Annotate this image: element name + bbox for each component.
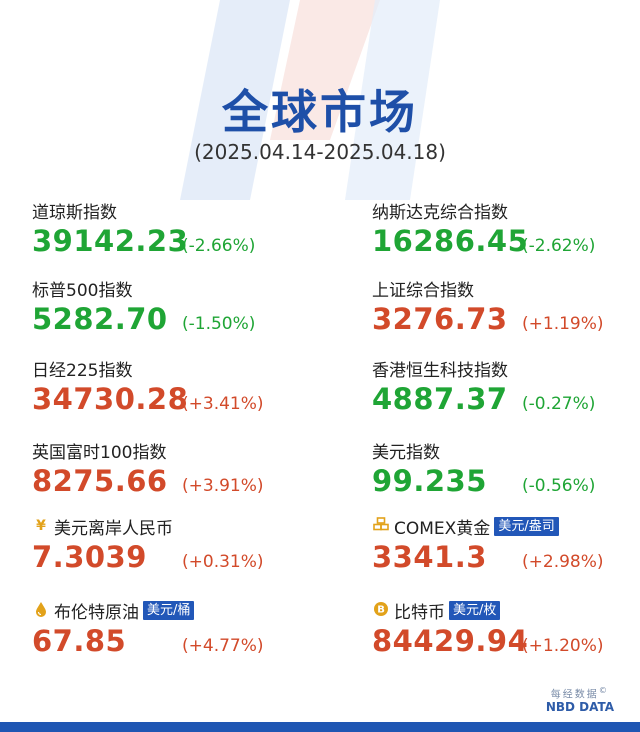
market-name: 日经225指数 — [32, 360, 133, 381]
market-change: (+3.91%) — [182, 476, 264, 496]
market-change: (-2.62%) — [522, 236, 596, 256]
market-name: COMEX黄金 — [394, 518, 491, 539]
page-title: 全球市场 — [222, 85, 418, 139]
market-change: (+2.98%) — [522, 552, 604, 572]
market-value: 99.235 — [372, 464, 487, 498]
date-range: (2025.04.14-2025.04.18) — [194, 140, 446, 164]
market-card-nikkei225: 日经225指数 34730.28 (+3.41%) — [32, 356, 322, 436]
market-card-bitcoin: B 比特币 美元/枚 84429.94 (+1.20%) — [372, 598, 640, 678]
oil-drop-icon — [32, 601, 50, 619]
market-card-hang-seng-tech: 香港恒生科技指数 4887.37 (-0.27%) — [372, 356, 640, 436]
market-name: 香港恒生科技指数 — [372, 360, 508, 381]
market-change: (-0.56%) — [522, 476, 596, 496]
market-value: 8275.66 — [32, 464, 168, 498]
market-name: 美元指数 — [372, 442, 440, 463]
market-value: 7.3039 — [32, 540, 147, 574]
market-change: (+4.77%) — [182, 636, 264, 656]
market-name: 布伦特原油 — [54, 602, 139, 623]
yen-icon: ¥ — [36, 518, 46, 534]
unit-badge: 美元/桶 — [143, 600, 195, 620]
market-card-comex-gold: COMEX黄金 美元/盎司 3341.3 (+2.98%) — [372, 514, 640, 594]
market-name: 纳斯达克综合指数 — [372, 202, 508, 223]
market-value: 67.85 — [32, 624, 127, 658]
market-value: 34730.28 — [32, 382, 189, 416]
market-name: 上证综合指数 — [372, 280, 474, 301]
market-name: 道琼斯指数 — [32, 202, 117, 223]
market-value: 3276.73 — [372, 302, 508, 336]
market-card-nasdaq: 纳斯达克综合指数 16286.45 (-2.62%) — [372, 198, 640, 278]
brand-en: NBD DATA — [545, 700, 614, 714]
market-name: 比特币 — [394, 602, 445, 623]
market-name: 英国富时100指数 — [32, 442, 167, 463]
market-value: 5282.70 — [32, 302, 168, 336]
brand-cn: 每经数据 — [550, 689, 599, 700]
gold-bars-icon — [372, 517, 390, 535]
unit-badge: 美元/枚 — [449, 600, 501, 620]
market-change: (+1.20%) — [522, 636, 604, 656]
market-name: 美元离岸人民币 — [54, 518, 173, 539]
market-value: 39142.23 — [32, 224, 189, 258]
svg-text:B: B — [377, 605, 385, 616]
bottom-bar — [0, 722, 640, 732]
copyright-mark: © — [598, 684, 610, 695]
market-change: (+0.31%) — [182, 552, 264, 572]
market-value: 3341.3 — [372, 540, 487, 574]
market-change: (+1.19%) — [522, 314, 604, 334]
market-value: 84429.94 — [372, 624, 529, 658]
unit-badge: 美元/盎司 — [494, 516, 559, 536]
market-card-usd-cnh: ¥ 美元离岸人民币 7.3039 (+0.31%) — [32, 514, 322, 594]
market-name: 标普500指数 — [32, 280, 133, 301]
market-card-dollar-index: 美元指数 99.235 (-0.56%) — [372, 438, 640, 518]
market-change: (-2.66%) — [182, 236, 256, 256]
market-value: 4887.37 — [372, 382, 508, 416]
market-change: (-1.50%) — [182, 314, 256, 334]
brand-logo: 每经数据© NBD DATA — [546, 685, 614, 714]
market-card-sp500: 标普500指数 5282.70 (-1.50%) — [32, 276, 322, 356]
market-card-dow-jones: 道琼斯指数 39142.23 (-2.66%) — [32, 198, 322, 278]
market-card-brent-crude: 布伦特原油 美元/桶 67.85 (+4.77%) — [32, 598, 322, 678]
market-card-ftse100: 英国富时100指数 8275.66 (+3.91%) — [32, 438, 322, 518]
market-change: (+3.41%) — [182, 394, 264, 414]
market-change: (-0.27%) — [522, 394, 596, 414]
market-value: 16286.45 — [372, 224, 529, 258]
bitcoin-icon: B — [372, 601, 390, 619]
market-card-shanghai-composite: 上证综合指数 3276.73 (+1.19%) — [372, 276, 640, 356]
